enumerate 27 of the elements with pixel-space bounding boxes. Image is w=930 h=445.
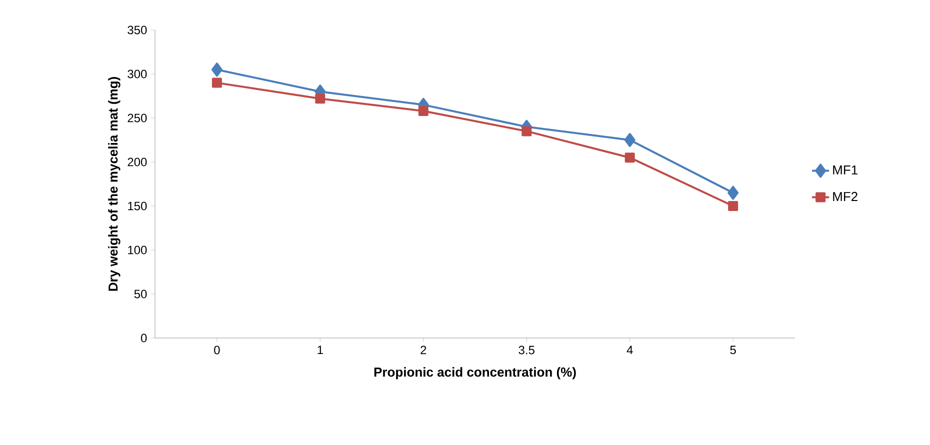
y-tick-label: 100 xyxy=(128,246,147,254)
y-tick-label: 300 xyxy=(128,70,147,78)
x-tick-label: 0 xyxy=(214,346,220,354)
point xyxy=(211,62,222,77)
legend-label: MF1 xyxy=(833,165,858,174)
point xyxy=(728,201,738,211)
point xyxy=(212,78,222,88)
point xyxy=(522,126,532,136)
point xyxy=(728,186,739,200)
legend-label: MF2 xyxy=(833,192,858,202)
y-tick-label: 200 xyxy=(128,158,147,166)
y-tick-label: 0 xyxy=(140,334,147,342)
x-tick-label: 3.5 xyxy=(518,346,534,354)
x-tick-label: 4 xyxy=(626,346,633,354)
x-tick-label: 5 xyxy=(730,346,736,354)
y-tick-label: 150 xyxy=(128,202,147,210)
y-axis-title: Dry weight of the mycelia mat (mg) xyxy=(108,77,120,291)
point xyxy=(624,133,636,147)
point xyxy=(624,152,635,163)
y-tick-label: 350 xyxy=(128,26,147,34)
y-tick-label: 50 xyxy=(134,290,147,298)
y-tick-label: 250 xyxy=(128,114,147,122)
x-axis-title: Propionic acid concentration (%) xyxy=(374,367,576,380)
x-tick-label: 1 xyxy=(318,346,323,354)
x-tick-label: 2 xyxy=(420,346,426,354)
point xyxy=(418,106,428,116)
point xyxy=(315,94,326,104)
